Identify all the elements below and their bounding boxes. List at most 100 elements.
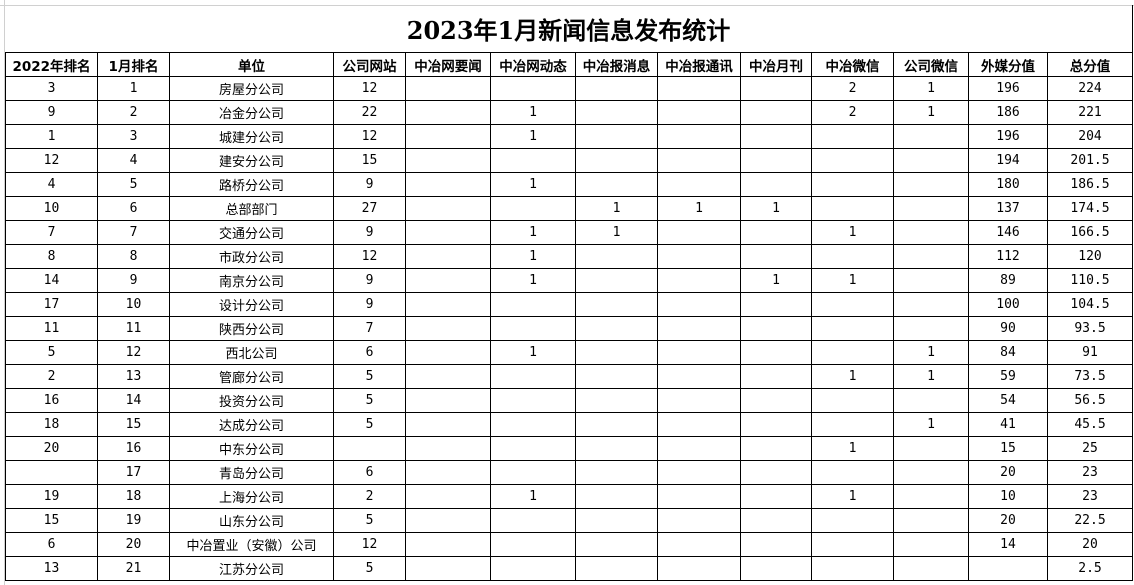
cell[interactable] (657, 556, 741, 581)
cell[interactable] (657, 268, 741, 293)
cell[interactable]: 59 (968, 364, 1048, 389)
cell[interactable] (405, 316, 491, 341)
cell[interactable] (575, 100, 658, 125)
cell[interactable]: 城建分公司 (169, 124, 334, 149)
cell[interactable] (405, 124, 491, 149)
cell[interactable]: 6 (97, 196, 170, 221)
cell[interactable]: 6 (5, 532, 98, 557)
cell[interactable]: 9 (97, 268, 170, 293)
cell[interactable] (811, 292, 894, 317)
cell[interactable]: 12 (333, 244, 406, 269)
column-header[interactable]: 单位 (169, 52, 334, 77)
cell[interactable] (405, 508, 491, 533)
cell[interactable]: 19 (97, 508, 170, 533)
cell[interactable]: 11 (5, 316, 98, 341)
cell[interactable] (893, 388, 969, 413)
cell[interactable] (405, 460, 491, 485)
cell[interactable]: 224 (1047, 76, 1133, 101)
cell[interactable]: 22 (333, 100, 406, 125)
cell[interactable] (740, 436, 812, 461)
column-header[interactable]: 中冶报消息 (575, 52, 658, 77)
cell[interactable]: 112 (968, 244, 1048, 269)
cell[interactable] (657, 388, 741, 413)
cell[interactable]: 89 (968, 268, 1048, 293)
cell[interactable]: 174.5 (1047, 196, 1133, 221)
cell[interactable]: 11 (97, 316, 170, 341)
cell[interactable] (657, 532, 741, 557)
cell[interactable] (405, 100, 491, 125)
cell[interactable] (893, 460, 969, 485)
cell[interactable]: 15 (968, 436, 1048, 461)
cell[interactable] (575, 484, 658, 509)
cell[interactable] (811, 460, 894, 485)
cell[interactable]: 100 (968, 292, 1048, 317)
cell[interactable] (740, 148, 812, 173)
cell[interactable] (657, 412, 741, 437)
cell[interactable]: 15 (97, 412, 170, 437)
cell[interactable] (490, 412, 576, 437)
cell[interactable]: 12 (333, 76, 406, 101)
cell[interactable] (490, 292, 576, 317)
cell[interactable]: 18 (5, 412, 98, 437)
cell[interactable]: 1 (893, 412, 969, 437)
cell[interactable] (893, 556, 969, 581)
cell[interactable]: 13 (97, 364, 170, 389)
cell[interactable] (490, 460, 576, 485)
cell[interactable]: 104.5 (1047, 292, 1133, 317)
cell[interactable] (657, 148, 741, 173)
cell[interactable]: 20 (1047, 532, 1133, 557)
column-header[interactable]: 2022年排名 (5, 52, 98, 77)
column-header[interactable]: 1月排名 (97, 52, 170, 77)
cell[interactable] (893, 148, 969, 173)
cell[interactable]: 10 (5, 196, 98, 221)
cell[interactable] (740, 532, 812, 557)
cell[interactable] (893, 172, 969, 197)
cell[interactable] (811, 172, 894, 197)
cell[interactable] (968, 556, 1048, 581)
cell[interactable]: 6 (333, 460, 406, 485)
cell[interactable] (575, 244, 658, 269)
column-header[interactable]: 外媒分值 (968, 52, 1048, 77)
cell[interactable] (657, 172, 741, 197)
cell[interactable]: 14 (97, 388, 170, 413)
cell[interactable]: 5 (97, 172, 170, 197)
cell[interactable]: 6 (333, 340, 406, 365)
cell[interactable]: 1 (893, 100, 969, 125)
cell[interactable] (740, 460, 812, 485)
cell[interactable]: 5 (333, 412, 406, 437)
cell[interactable]: 27 (333, 196, 406, 221)
cell[interactable] (490, 76, 576, 101)
cell[interactable]: 180 (968, 172, 1048, 197)
cell[interactable]: 1 (740, 196, 812, 221)
cell[interactable] (490, 388, 576, 413)
cell[interactable]: 1 (490, 172, 576, 197)
cell[interactable] (490, 364, 576, 389)
cell[interactable]: 56.5 (1047, 388, 1133, 413)
cell[interactable] (405, 148, 491, 173)
cell[interactable]: 设计分公司 (169, 292, 334, 317)
cell[interactable] (657, 292, 741, 317)
cell[interactable] (657, 436, 741, 461)
cell[interactable]: 1 (575, 220, 658, 245)
cell[interactable] (575, 316, 658, 341)
cell[interactable]: 1 (490, 244, 576, 269)
cell[interactable]: 2 (5, 364, 98, 389)
cell[interactable] (490, 196, 576, 221)
cell[interactable]: 9 (333, 292, 406, 317)
cell[interactable] (657, 340, 741, 365)
cell[interactable] (5, 460, 98, 485)
cell[interactable] (575, 460, 658, 485)
cell[interactable] (405, 412, 491, 437)
cell[interactable] (405, 388, 491, 413)
cell[interactable]: 1 (893, 364, 969, 389)
cell[interactable] (405, 196, 491, 221)
cell[interactable]: 204 (1047, 124, 1133, 149)
cell[interactable] (893, 484, 969, 509)
cell[interactable] (405, 76, 491, 101)
cell[interactable] (575, 556, 658, 581)
cell[interactable]: 1 (811, 484, 894, 509)
cell[interactable] (893, 532, 969, 557)
cell[interactable]: 投资分公司 (169, 388, 334, 413)
cell[interactable] (575, 292, 658, 317)
cell[interactable]: 1 (740, 268, 812, 293)
